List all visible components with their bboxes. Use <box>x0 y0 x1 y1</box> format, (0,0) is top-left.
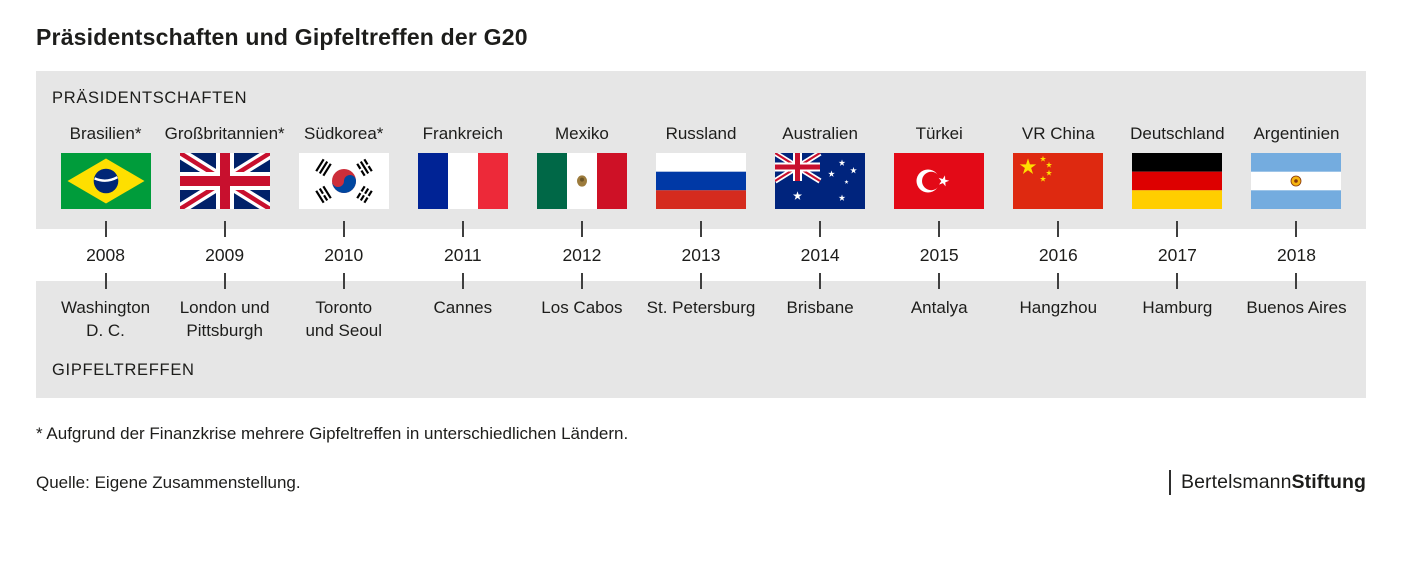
summits-label: GIPFELTREFFEN <box>52 361 195 379</box>
brazil-flag <box>60 153 151 209</box>
country-label: Türkei <box>915 124 963 143</box>
country-label: Großbritannien* <box>164 124 285 143</box>
summit-city-label: St. Petersburg <box>646 298 756 317</box>
logo-divider-bar <box>1168 470 1171 495</box>
year-label: 2011 <box>403 221 522 289</box>
timeline-column: Russland <box>641 124 760 209</box>
source-label: Quelle: Eigene Zusammenstellung. <box>36 472 301 492</box>
timeline-column: Türkei <box>880 124 999 209</box>
country-label: Deutschland <box>1130 124 1225 143</box>
country-label: VR China <box>1021 124 1095 143</box>
russia-flag <box>656 153 747 209</box>
bertelsmann-stiftung-logo: BertelsmannStiftung <box>1168 470 1366 495</box>
page-title: Präsidentschaften und Gipfeltreffen der … <box>36 24 528 50</box>
country-label: Russland <box>665 124 737 143</box>
year-label: 2014 <box>761 221 880 289</box>
presidencies-label: PRÄSIDENTSCHAFTEN <box>52 89 248 107</box>
year-label: 2015 <box>880 221 999 289</box>
timeline-column: Südkorea* <box>284 124 403 209</box>
cities-row: Washington D. C. London und Pittsburgh T… <box>36 297 1366 349</box>
countries-flags-row: Brasilien* Großbritannien* Südkorea* <box>36 124 1366 209</box>
years-band: 2008 2009 2010 2011 2012 2013 2014 2015 … <box>36 221 1366 289</box>
years-row: 2008 2009 2010 2011 2012 2013 2014 2015 … <box>36 221 1366 289</box>
year-label: 2013 <box>641 221 760 289</box>
year-label: 2010 <box>284 221 403 289</box>
timeline-column: Mexiko <box>522 124 641 209</box>
turkey-flag <box>894 153 985 209</box>
timeline-column: Australien <box>761 124 880 209</box>
timeline-column: Deutschland <box>1118 124 1237 209</box>
timeline-column: Argentinien <box>1237 124 1356 209</box>
germany-flag <box>1132 153 1223 209</box>
south-korea-flag <box>298 153 389 209</box>
summit-city-label: Brisbane <box>786 298 854 317</box>
summit-city-label: Antalya <box>910 298 968 317</box>
year-label: 2008 <box>46 221 165 289</box>
year-label: 2016 <box>999 221 1118 289</box>
argentina-flag <box>1251 153 1342 209</box>
timeline-column: Frankreich <box>403 124 522 209</box>
country-label: Argentinien <box>1253 124 1340 143</box>
footnote: * Aufgrund der Finanzkrise mehrere Gipfe… <box>36 424 629 443</box>
logo-text-normal: Bertelsmann <box>1180 471 1292 493</box>
australia-flag <box>775 153 866 209</box>
logo-text: BertelsmannStiftung <box>1181 471 1366 494</box>
source-row: Quelle: Eigene Zusammenstellung. Bertels… <box>36 470 1366 495</box>
summit-city-label: London und Pittsburgh <box>179 298 270 340</box>
year-label: 2012 <box>522 221 641 289</box>
summit-city-label: Hangzhou <box>1019 298 1098 317</box>
year-label: 2017 <box>1118 221 1237 289</box>
timeline-column: VR China <box>999 124 1118 209</box>
summit-city-label: Cannes <box>433 298 493 317</box>
summit-city-label: Buenos Aires <box>1246 298 1347 317</box>
summit-city-label: Los Cabos <box>541 298 623 317</box>
summit-city-label: Hamburg <box>1142 298 1213 317</box>
mexico-flag <box>536 153 627 209</box>
timeline-column: Großbritannien* <box>164 124 285 209</box>
country-label: Südkorea* <box>304 124 384 143</box>
summit-city-label: Toronto und Seoul <box>305 298 383 340</box>
france-flag <box>417 153 508 209</box>
country-label: Mexiko <box>554 124 609 143</box>
year-label: 2009 <box>165 221 284 289</box>
summit-city-label: Washington D. C. <box>60 298 151 340</box>
country-label: Australien <box>782 124 858 143</box>
country-label: Brasilien* <box>69 124 142 143</box>
timeline-column: Brasilien* <box>46 124 165 209</box>
country-label: Frankreich <box>422 124 503 143</box>
logo-text-bold: Stiftung <box>1291 471 1366 493</box>
united-kingdom-flag <box>179 153 270 209</box>
china-flag <box>1013 153 1104 209</box>
timeline-panel: PRÄSIDENTSCHAFTEN Brasilien* Großbritann… <box>36 71 1366 398</box>
year-label: 2018 <box>1237 221 1356 289</box>
